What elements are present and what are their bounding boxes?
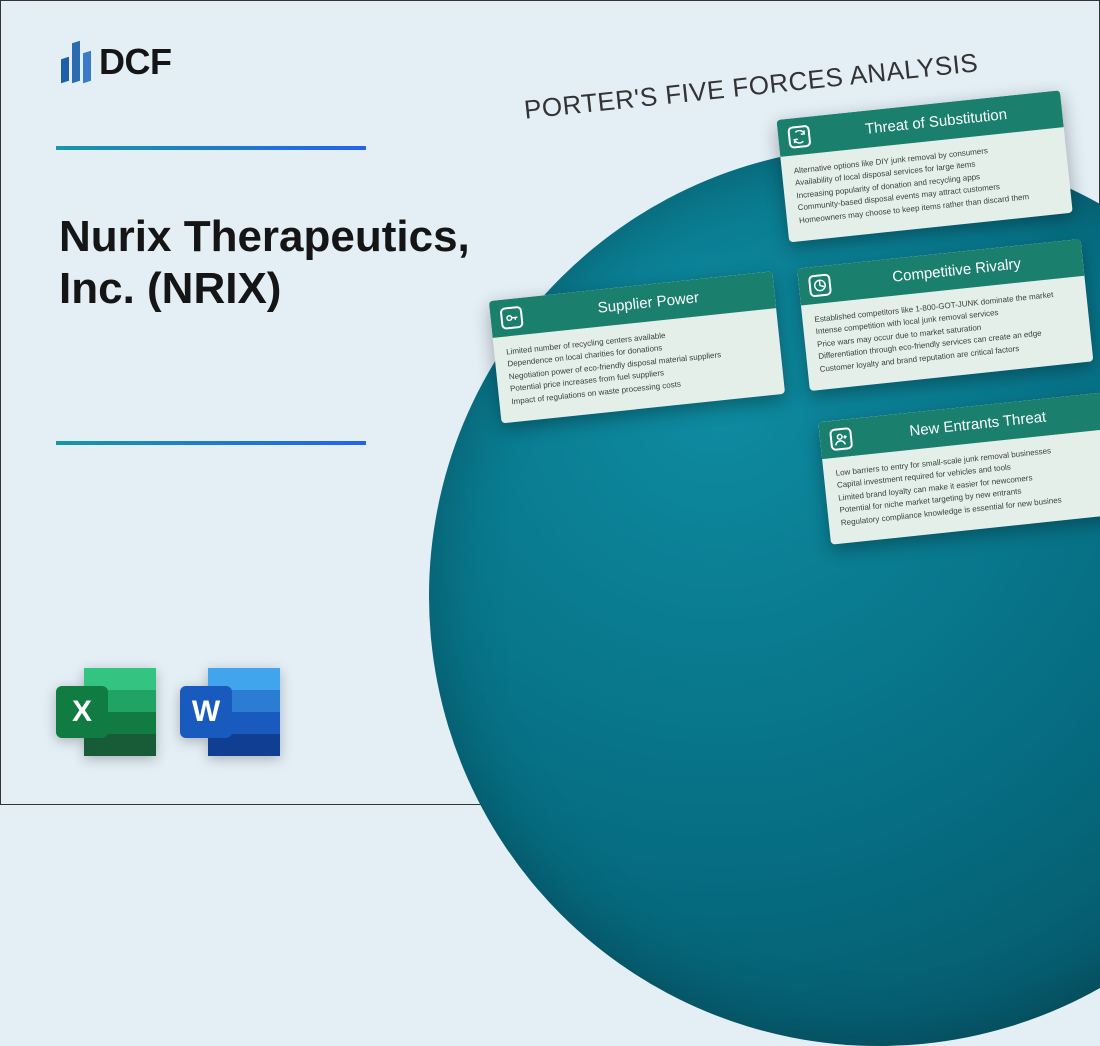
user-plus-icon (829, 426, 853, 450)
divider-bottom (56, 441, 366, 445)
card-title: New Entrants Threat (909, 409, 1047, 440)
company-title: Nurix Therapeutics, Inc. (NRIX) (59, 211, 489, 315)
card-competitive-rivalry: Competitive Rivalry Established competit… (797, 239, 1093, 391)
card-title: Competitive Rivalry (892, 255, 1022, 285)
brand-logo: DCF (61, 41, 172, 83)
card-supplier-power: Supplier Power Limited number of recycli… (489, 271, 785, 423)
word-icon: W (180, 664, 280, 759)
pie-icon (808, 273, 832, 297)
refresh-icon (787, 124, 811, 148)
card-new-entrants: New Entrants Threat Low barriers to entr… (818, 393, 1100, 545)
forces-cards: Threat of Substitution Alternative optio… (503, 91, 1100, 671)
card-title: Threat of Substitution (864, 106, 1008, 138)
card-threat-of-substitution: Threat of Substitution Alternative optio… (776, 90, 1072, 242)
key-icon (500, 305, 524, 329)
card-title: Supplier Power (597, 289, 700, 317)
file-format-icons: X W (56, 664, 280, 759)
brand-name: DCF (99, 41, 172, 83)
divider-top (56, 146, 366, 150)
logo-bars-icon (61, 42, 91, 82)
excel-badge-letter: X (56, 686, 108, 738)
word-badge-letter: W (180, 686, 232, 738)
excel-icon: X (56, 664, 156, 759)
